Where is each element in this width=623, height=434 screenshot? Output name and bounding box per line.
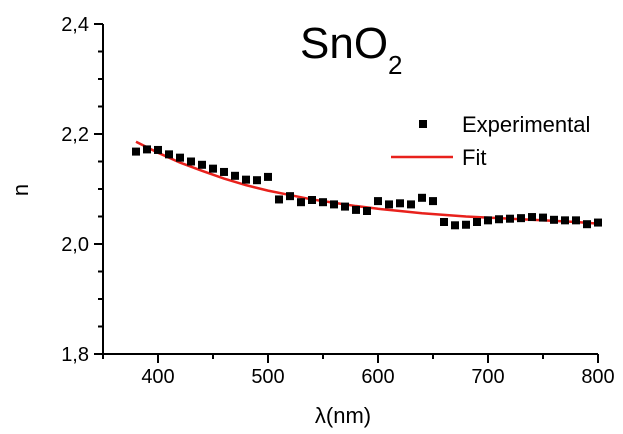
experimental-point: [297, 198, 305, 207]
chart-title: SnO2: [300, 14, 403, 84]
y-tick-label: 2,2: [61, 124, 89, 146]
experimental-point: [286, 192, 294, 201]
chart-title-main: SnO: [300, 19, 389, 68]
experimental-point: [308, 196, 316, 204]
experimental-point: [319, 198, 327, 207]
experimental-point: [198, 160, 206, 169]
experimental-point: [528, 213, 536, 222]
experimental-point: [253, 176, 261, 185]
y-tick-label: 1,8: [61, 344, 89, 366]
y-tick-label: 2,4: [61, 14, 89, 36]
experimental-point: [396, 199, 404, 208]
experimental-point: [165, 150, 173, 159]
experimental-point: [176, 153, 184, 162]
experimental-point: [495, 215, 503, 224]
y-tick-label: 2,0: [61, 234, 89, 256]
experimental-point: [473, 218, 481, 226]
experimental-point: [451, 221, 459, 230]
experimental-point: [154, 145, 162, 154]
experimental-point: [418, 193, 426, 202]
experimental-point: [187, 157, 195, 166]
experimental-point: [583, 220, 591, 229]
experimental-point: [572, 216, 580, 225]
y-axis-label: n: [8, 184, 33, 196]
experimental-point: [407, 200, 415, 209]
experimental-point: [374, 197, 382, 206]
experimental-point: [550, 215, 558, 224]
experimental-point: [539, 213, 547, 222]
experimental-point: [275, 195, 283, 204]
experimental-point: [517, 214, 525, 223]
experimental-point: [209, 164, 217, 173]
x-tick-label: 800: [581, 366, 614, 388]
experimental-point: [143, 145, 151, 154]
experimental-point: [352, 205, 360, 214]
experimental-point: [132, 147, 140, 156]
experimental-point: [561, 216, 569, 225]
experimental-point: [385, 200, 393, 209]
chart-title-subscript: 2: [388, 50, 403, 80]
x-axis-label: λ(nm): [315, 403, 371, 428]
experimental-point: [242, 175, 250, 184]
experimental-point: [429, 197, 437, 206]
experimental-point: [341, 202, 349, 211]
experimental-point: [363, 207, 371, 215]
experimental-point: [462, 220, 470, 229]
experimental-point: [264, 172, 272, 181]
axes: [94, 23, 599, 363]
x-tick-label: 600: [361, 366, 394, 388]
experimental-point: [330, 200, 338, 209]
tick-labels: 1,8 2,0 2,2 2,4 400 500 600 700 800: [61, 14, 615, 388]
experimental-point: [231, 171, 239, 180]
experimental-point: [594, 218, 602, 227]
experimental-point: [220, 167, 228, 176]
x-tick-label: 700: [471, 366, 504, 388]
experimental-point: [484, 216, 492, 225]
x-tick-label: 400: [141, 366, 174, 388]
legend: Experimental Fit: [391, 112, 590, 170]
legend-label-experimental: Experimental: [462, 112, 590, 137]
x-tick-label: 500: [251, 366, 284, 388]
legend-marker-experimental: [419, 120, 427, 128]
experimental-point: [506, 214, 514, 223]
experimental-series: [132, 145, 602, 230]
legend-label-fit: Fit: [462, 145, 486, 170]
experimental-point: [440, 218, 448, 226]
